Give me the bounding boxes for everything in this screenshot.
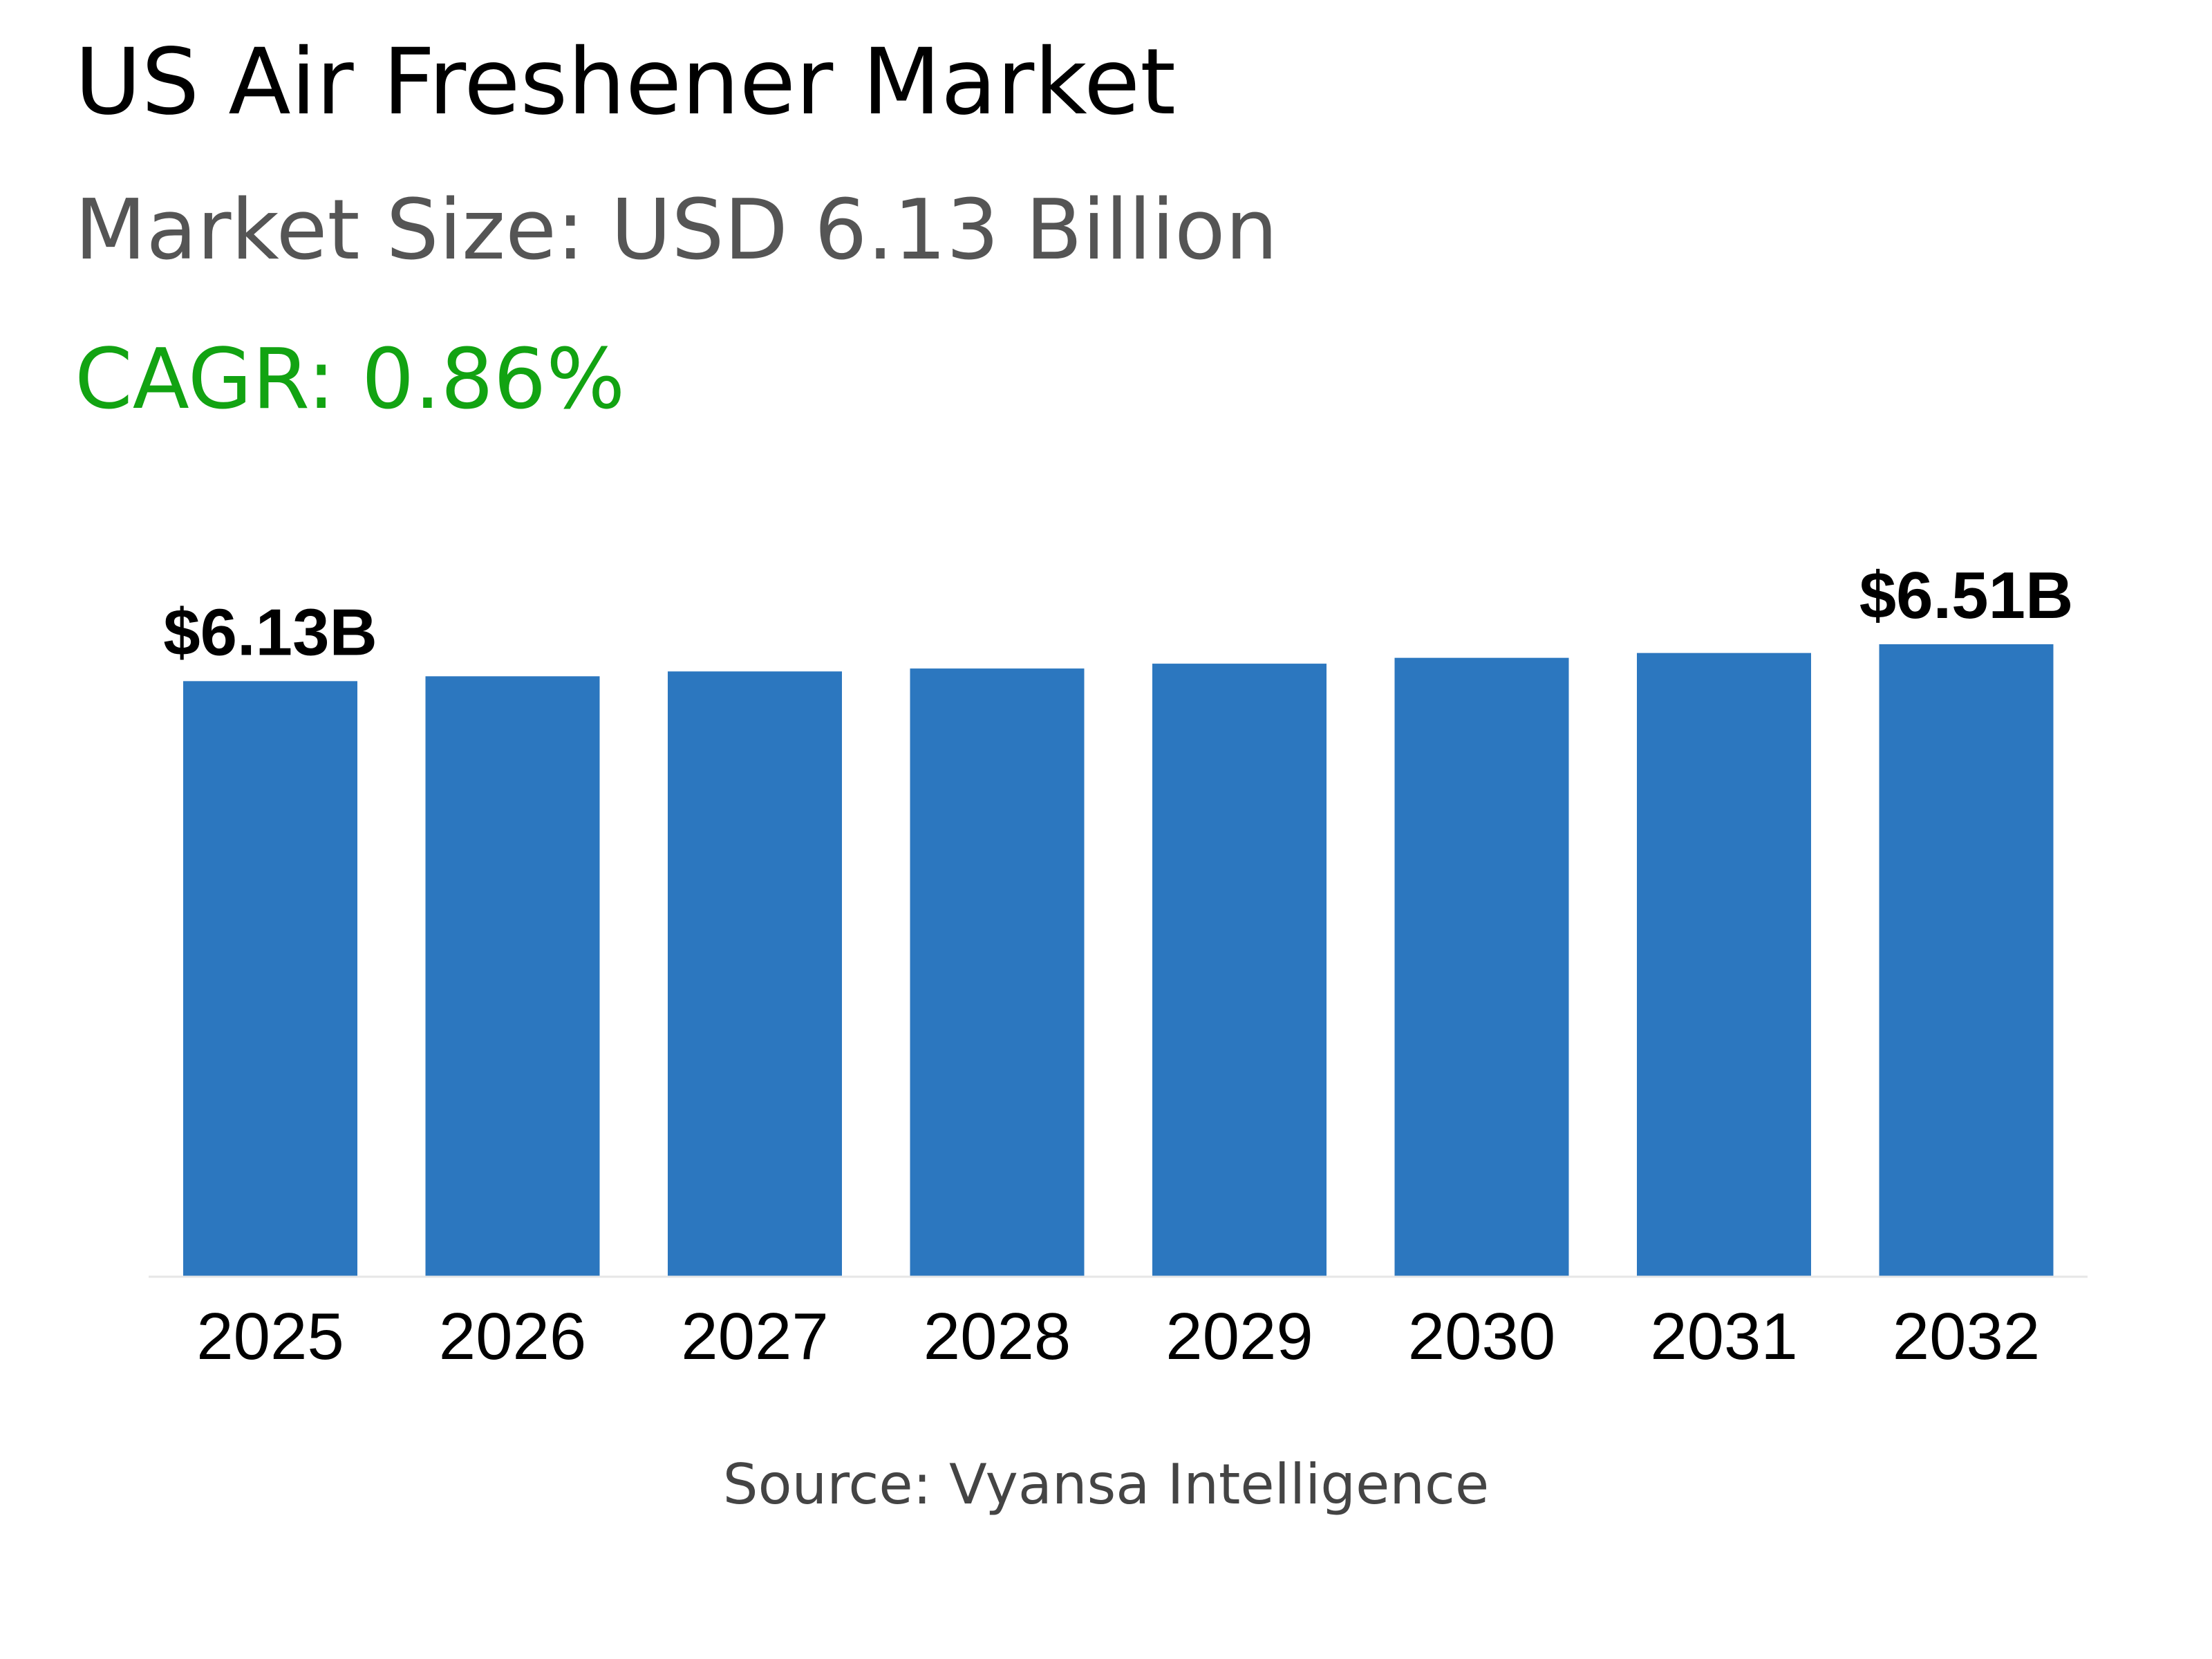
bar-2025: [183, 681, 357, 1276]
bar-value-label: $6.13B: [163, 595, 377, 669]
bar-value-label: $6.51B: [1859, 559, 2074, 632]
page-title: US Air Freshener Market: [75, 29, 1176, 135]
x-tick-label: 2029: [1165, 1300, 1313, 1374]
x-tick-label: 2031: [1650, 1300, 1798, 1374]
x-tick-label: 2026: [439, 1300, 587, 1374]
bars-group: [183, 644, 2054, 1276]
bar-2026: [425, 676, 600, 1276]
bar-2030: [1394, 657, 1569, 1276]
data-labels: $6.13B $6.51B: [163, 559, 2073, 669]
cagr-label: CAGR: 0.86%: [75, 332, 626, 428]
x-tick-label: 2027: [681, 1300, 829, 1374]
x-tick-label: 2032: [1893, 1300, 2041, 1374]
bar-2027: [668, 671, 842, 1276]
x-tick-labels: 2025 2026 2027 2028 2029 2030 2031 2032: [196, 1300, 2040, 1374]
bar-2032: [1879, 644, 2054, 1276]
bar-2028: [910, 668, 1085, 1276]
x-tick-label: 2025: [196, 1300, 344, 1374]
source-credit: Source: Vyansa Intelligence: [722, 1452, 1490, 1517]
x-tick-label: 2028: [924, 1300, 1071, 1374]
bar-2031: [1637, 653, 1811, 1276]
market-size-subtitle: Market Size: USD 6.13 Billion: [75, 182, 1278, 279]
bar-2029: [1152, 664, 1327, 1276]
x-tick-label: 2030: [1408, 1300, 1556, 1374]
